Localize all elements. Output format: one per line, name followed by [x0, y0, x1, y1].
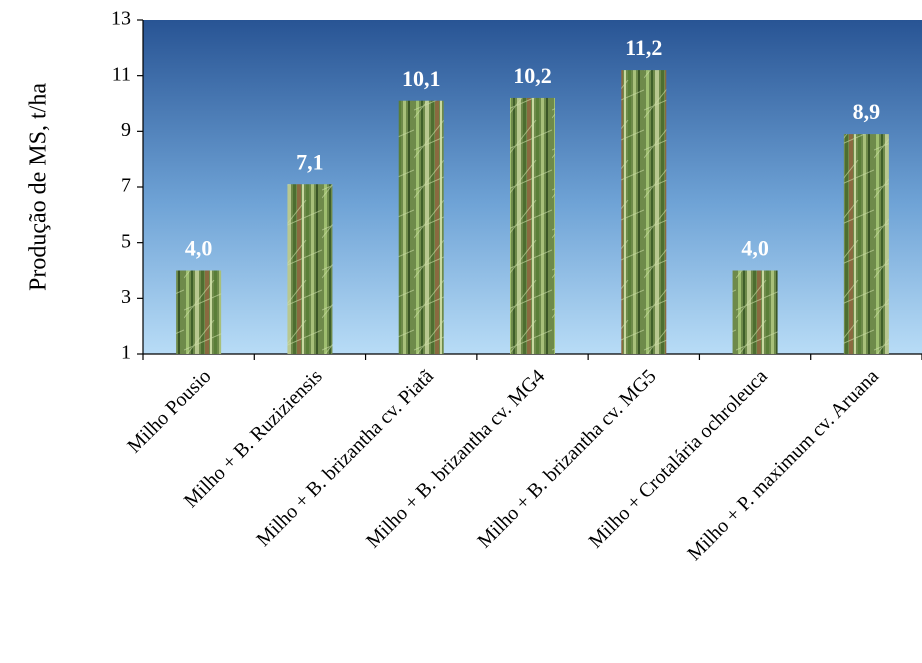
- x-tick-label: Milho + P. maximum cv. Aruana: [683, 365, 883, 565]
- x-tick-label: Milho + Crotalária ochroleuca: [585, 365, 772, 552]
- bar: [732, 270, 778, 354]
- value-label: 4,0: [741, 236, 769, 261]
- bar: [621, 70, 667, 354]
- value-label: 10,1: [402, 66, 441, 91]
- value-label: 4,0: [185, 236, 213, 261]
- bar: [510, 97, 555, 354]
- y-tick-label: 9: [121, 119, 131, 141]
- y-tick-label: 11: [112, 63, 131, 85]
- bar: [843, 134, 889, 354]
- y-axis-label: Produção de MS, t/ha: [26, 83, 52, 291]
- x-tick-label: Milho + B. brizantha cv. Piatã: [252, 365, 438, 551]
- value-label: 8,9: [853, 99, 881, 124]
- x-tick-label: Milho + B. brizantha cv. MG5: [473, 365, 660, 552]
- y-tick-label: 5: [121, 230, 131, 252]
- y-tick-label: 1: [121, 342, 131, 364]
- x-tick-label: Milho Pousio: [123, 365, 215, 457]
- value-label: 10,2: [513, 63, 552, 88]
- bar: [398, 100, 444, 354]
- value-label: 7,1: [296, 149, 324, 174]
- bar: [176, 270, 222, 354]
- value-label: 11,2: [625, 35, 662, 60]
- x-tick-label: Milho + B. brizantha cv. MG4: [362, 365, 549, 552]
- y-tick-label: 3: [121, 286, 131, 308]
- bar: [287, 184, 333, 354]
- y-tick-label: 13: [111, 8, 131, 30]
- y-tick-label: 7: [121, 175, 131, 197]
